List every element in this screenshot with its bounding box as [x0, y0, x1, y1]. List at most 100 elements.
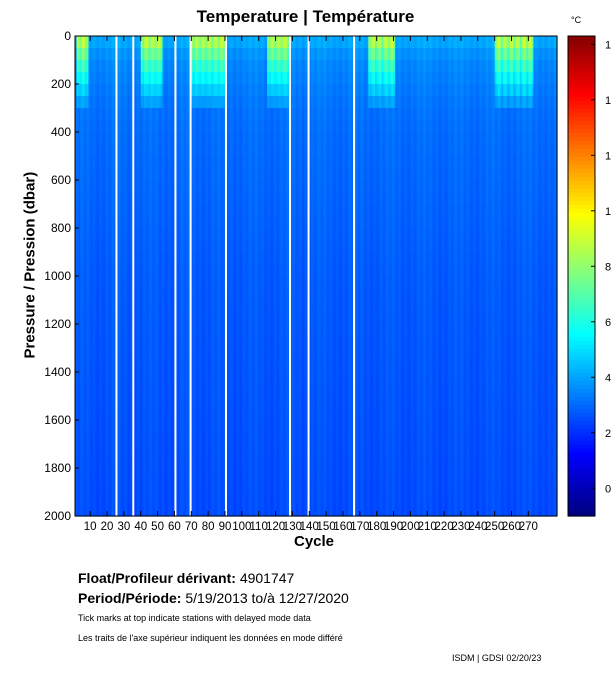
heatmap-cell — [267, 204, 270, 217]
heatmap-cell — [133, 504, 137, 517]
heatmap-cell — [262, 96, 265, 109]
heatmap-cell — [167, 504, 170, 517]
heatmap-cell — [282, 348, 285, 361]
heatmap-cell — [191, 420, 194, 433]
heatmap-cell — [154, 276, 157, 289]
heatmap-cell — [167, 396, 170, 409]
heatmap-cell — [166, 264, 169, 277]
heatmap-cell — [159, 180, 162, 193]
heatmap-cell — [110, 96, 113, 109]
heatmap-cell — [149, 492, 152, 505]
heatmap-cell — [118, 60, 122, 73]
heatmap-cell — [267, 480, 270, 493]
heatmap-cell — [150, 360, 154, 373]
heatmap-cell — [255, 420, 258, 433]
heatmap-cell — [96, 324, 100, 337]
heatmap-cell — [267, 408, 270, 421]
heatmap-cell — [228, 324, 231, 337]
heatmap-cell — [166, 72, 169, 85]
heatmap-cell — [147, 492, 150, 505]
heatmap-cell — [90, 36, 93, 49]
heatmap-cell — [216, 240, 219, 253]
heatmap-cell — [226, 492, 229, 505]
heatmap-cell — [91, 312, 95, 325]
heatmap-cell — [147, 396, 150, 409]
heatmap-cell — [139, 240, 142, 253]
heatmap-cell — [226, 456, 229, 469]
heatmap-cell — [283, 36, 287, 49]
heatmap-cell — [235, 156, 238, 169]
heatmap-cell — [203, 312, 206, 325]
heatmap-cell — [150, 252, 154, 265]
heatmap-cell — [137, 372, 140, 385]
heatmap-cell — [159, 384, 162, 397]
heatmap-cell — [231, 312, 235, 325]
heatmap-cell — [260, 264, 263, 277]
heatmap-cell — [282, 420, 285, 433]
heatmap-cell — [282, 72, 285, 85]
heatmap-cell — [172, 264, 176, 277]
heatmap-cell — [107, 192, 110, 205]
heatmap-cell — [140, 216, 144, 229]
heatmap-cell — [194, 264, 197, 277]
heatmap-cell — [176, 204, 179, 217]
heatmap-cell — [128, 84, 132, 97]
heatmap-cell — [142, 204, 145, 217]
heatmap-cell — [201, 276, 204, 289]
heatmap-cell — [145, 144, 149, 157]
heatmap-cell — [226, 384, 229, 397]
heatmap-cell — [270, 240, 273, 253]
heatmap-cell — [93, 288, 96, 301]
heatmap-cell — [262, 432, 265, 445]
heatmap-cell — [96, 372, 100, 385]
heatmap-cell — [164, 336, 167, 349]
heatmap-cell — [260, 504, 263, 517]
heatmap-cell — [253, 156, 256, 169]
heatmap-cell — [120, 204, 123, 217]
heatmap-cell — [265, 444, 268, 457]
heatmap-cell — [186, 420, 189, 433]
heatmap-cell — [226, 84, 229, 97]
heatmap-cell — [137, 348, 140, 361]
heatmap-cell — [206, 96, 209, 109]
heatmap-cell — [107, 264, 110, 277]
heatmap-cell — [144, 288, 147, 301]
heatmap-cell — [206, 132, 209, 145]
heatmap-cell — [255, 132, 258, 145]
heatmap-cell — [255, 300, 258, 313]
heatmap-cell — [248, 144, 251, 157]
heatmap-cell — [253, 480, 256, 493]
heatmap-cell — [280, 132, 283, 145]
heatmap-cell — [155, 456, 159, 469]
heatmap-cell — [152, 420, 155, 433]
heatmap-cell — [179, 48, 182, 61]
heatmap-cell — [203, 48, 206, 61]
heatmap-cell — [105, 300, 108, 313]
heatmap-cell — [230, 144, 233, 157]
heatmap-cell — [176, 180, 179, 193]
heatmap-cell — [235, 60, 238, 73]
heatmap-cell — [76, 288, 79, 301]
heatmap-cell — [137, 228, 140, 241]
heatmap-cell — [219, 432, 223, 445]
heatmap-cell — [164, 36, 167, 49]
heatmap-cell — [142, 336, 145, 349]
heatmap-cell — [250, 396, 253, 409]
heatmap-cell — [145, 204, 149, 217]
heatmap-cell — [100, 228, 103, 241]
heatmap-cell — [113, 108, 117, 121]
heatmap-cell — [191, 48, 194, 61]
heatmap-cell — [246, 240, 250, 253]
heatmap-cell — [192, 384, 196, 397]
heatmap-cell — [280, 456, 283, 469]
heatmap-cell — [233, 324, 236, 337]
heatmap-cell — [91, 396, 95, 409]
heatmap-cell — [198, 192, 201, 205]
heatmap-cell — [167, 480, 170, 493]
heatmap-cell — [211, 192, 214, 205]
heatmap-cell — [282, 408, 285, 421]
heatmap-cell — [176, 456, 179, 469]
heatmap-cell — [179, 420, 182, 433]
heatmap-cell — [228, 360, 231, 373]
heatmap-cell — [96, 444, 100, 457]
